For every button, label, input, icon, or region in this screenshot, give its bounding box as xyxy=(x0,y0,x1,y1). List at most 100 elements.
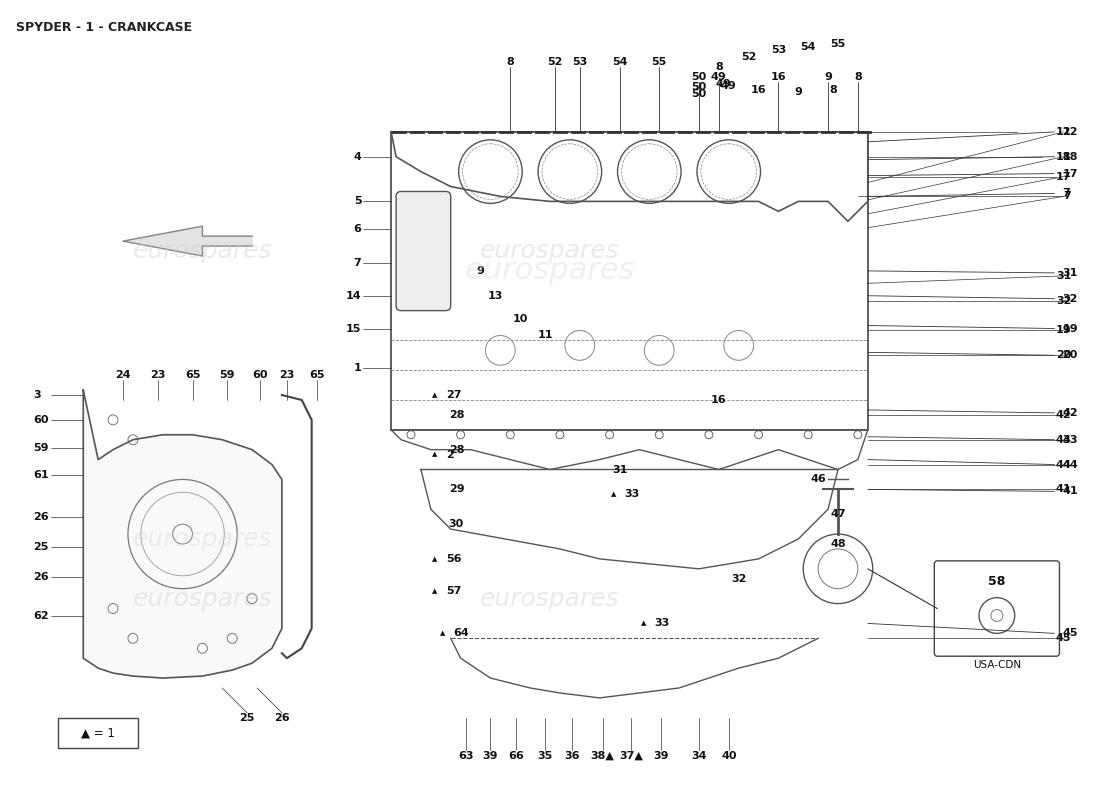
Text: 35: 35 xyxy=(538,750,552,761)
Text: eurospares: eurospares xyxy=(133,586,272,610)
Text: 64: 64 xyxy=(453,628,470,638)
Text: 49: 49 xyxy=(720,81,737,91)
Text: 16: 16 xyxy=(750,85,767,95)
Text: 19: 19 xyxy=(1063,323,1078,334)
Text: USA-CDN: USA-CDN xyxy=(972,660,1021,670)
Text: 48: 48 xyxy=(830,539,846,549)
Text: 31: 31 xyxy=(1056,271,1071,281)
Text: 44: 44 xyxy=(1056,459,1071,470)
Text: 33: 33 xyxy=(654,618,670,629)
Text: 52: 52 xyxy=(548,58,563,67)
Text: eurospares: eurospares xyxy=(133,239,272,263)
Text: 24: 24 xyxy=(116,370,131,380)
Text: 10: 10 xyxy=(513,314,528,323)
Text: 17: 17 xyxy=(1063,169,1078,178)
Text: 18: 18 xyxy=(1056,152,1071,162)
Text: ▲: ▲ xyxy=(432,588,438,594)
Text: 9: 9 xyxy=(476,266,484,276)
Text: 54: 54 xyxy=(612,58,627,67)
Text: 47: 47 xyxy=(830,510,846,519)
Text: 13: 13 xyxy=(487,290,503,301)
Text: 17: 17 xyxy=(1056,171,1071,182)
Text: 26: 26 xyxy=(34,512,50,522)
Text: 49: 49 xyxy=(716,79,732,90)
Text: 9: 9 xyxy=(794,87,802,97)
Text: 14: 14 xyxy=(345,290,361,301)
Text: 65: 65 xyxy=(185,370,200,380)
Text: 11: 11 xyxy=(537,330,553,341)
Text: 66: 66 xyxy=(508,750,524,761)
Text: 44: 44 xyxy=(1063,459,1078,470)
Text: 9: 9 xyxy=(824,72,832,82)
Text: 49: 49 xyxy=(711,72,727,82)
Text: 45: 45 xyxy=(1056,634,1071,643)
Text: 61: 61 xyxy=(34,470,50,481)
Polygon shape xyxy=(84,390,282,678)
Text: 23: 23 xyxy=(150,370,165,380)
Text: 20: 20 xyxy=(1056,350,1071,360)
Text: 30: 30 xyxy=(449,519,464,529)
Text: 46: 46 xyxy=(811,474,826,485)
FancyBboxPatch shape xyxy=(396,191,451,310)
Text: 32: 32 xyxy=(1063,294,1078,304)
Text: 29: 29 xyxy=(449,484,464,494)
Text: 7: 7 xyxy=(1063,189,1070,198)
Text: 36: 36 xyxy=(564,750,580,761)
Text: 42: 42 xyxy=(1056,410,1071,420)
Text: 59: 59 xyxy=(220,370,235,380)
Text: 28: 28 xyxy=(449,410,464,420)
Text: 6: 6 xyxy=(353,224,361,234)
Text: 7: 7 xyxy=(353,258,361,268)
Text: 12: 12 xyxy=(1063,127,1078,137)
Polygon shape xyxy=(123,226,252,256)
Text: ▲: ▲ xyxy=(432,452,438,458)
Text: 50: 50 xyxy=(691,82,706,92)
Text: 4: 4 xyxy=(353,152,361,162)
Text: 25: 25 xyxy=(34,542,50,552)
Text: 60: 60 xyxy=(252,370,267,380)
Text: 3: 3 xyxy=(34,390,41,400)
Text: 52: 52 xyxy=(741,52,757,62)
Text: 60: 60 xyxy=(34,415,50,425)
Text: 20: 20 xyxy=(1063,350,1078,360)
Text: 41: 41 xyxy=(1056,484,1071,494)
Text: SPYDER - 1 - CRANKCASE: SPYDER - 1 - CRANKCASE xyxy=(15,21,191,34)
Text: 5: 5 xyxy=(354,196,361,206)
Text: 16: 16 xyxy=(771,72,786,82)
Text: 31: 31 xyxy=(1063,268,1078,278)
FancyBboxPatch shape xyxy=(934,561,1059,656)
Text: 25: 25 xyxy=(240,713,255,722)
Text: 32: 32 xyxy=(732,574,747,584)
Text: 50: 50 xyxy=(691,72,706,82)
Text: ▲: ▲ xyxy=(641,621,647,626)
Text: 19: 19 xyxy=(1056,326,1071,335)
Text: 55: 55 xyxy=(830,39,846,50)
Text: 1: 1 xyxy=(353,363,361,374)
Text: 62: 62 xyxy=(34,611,50,622)
Text: 59: 59 xyxy=(34,442,50,453)
Text: ▲: ▲ xyxy=(612,491,616,498)
Text: 34: 34 xyxy=(691,750,706,761)
Text: 2: 2 xyxy=(446,450,453,460)
Text: 65: 65 xyxy=(309,370,324,380)
Text: ▲: ▲ xyxy=(432,392,438,398)
Text: 32: 32 xyxy=(1056,296,1071,306)
Text: eurospares: eurospares xyxy=(481,586,619,610)
Text: 26: 26 xyxy=(34,572,50,582)
Text: ▲: ▲ xyxy=(432,556,438,562)
Text: 43: 43 xyxy=(1056,434,1071,445)
Text: 16: 16 xyxy=(711,395,727,405)
Text: 39: 39 xyxy=(653,750,669,761)
Text: 41: 41 xyxy=(1063,486,1078,496)
Text: ▲ = 1: ▲ = 1 xyxy=(81,726,116,739)
Text: 8: 8 xyxy=(829,85,837,95)
Text: 26: 26 xyxy=(274,713,289,722)
Text: 8: 8 xyxy=(715,62,723,72)
Text: 27: 27 xyxy=(446,390,461,400)
Text: 39: 39 xyxy=(483,750,498,761)
Text: 38▲: 38▲ xyxy=(591,750,615,761)
Text: 56: 56 xyxy=(446,554,461,564)
Text: 8: 8 xyxy=(854,72,861,82)
Text: 55: 55 xyxy=(651,58,667,67)
Text: 50: 50 xyxy=(691,89,706,99)
